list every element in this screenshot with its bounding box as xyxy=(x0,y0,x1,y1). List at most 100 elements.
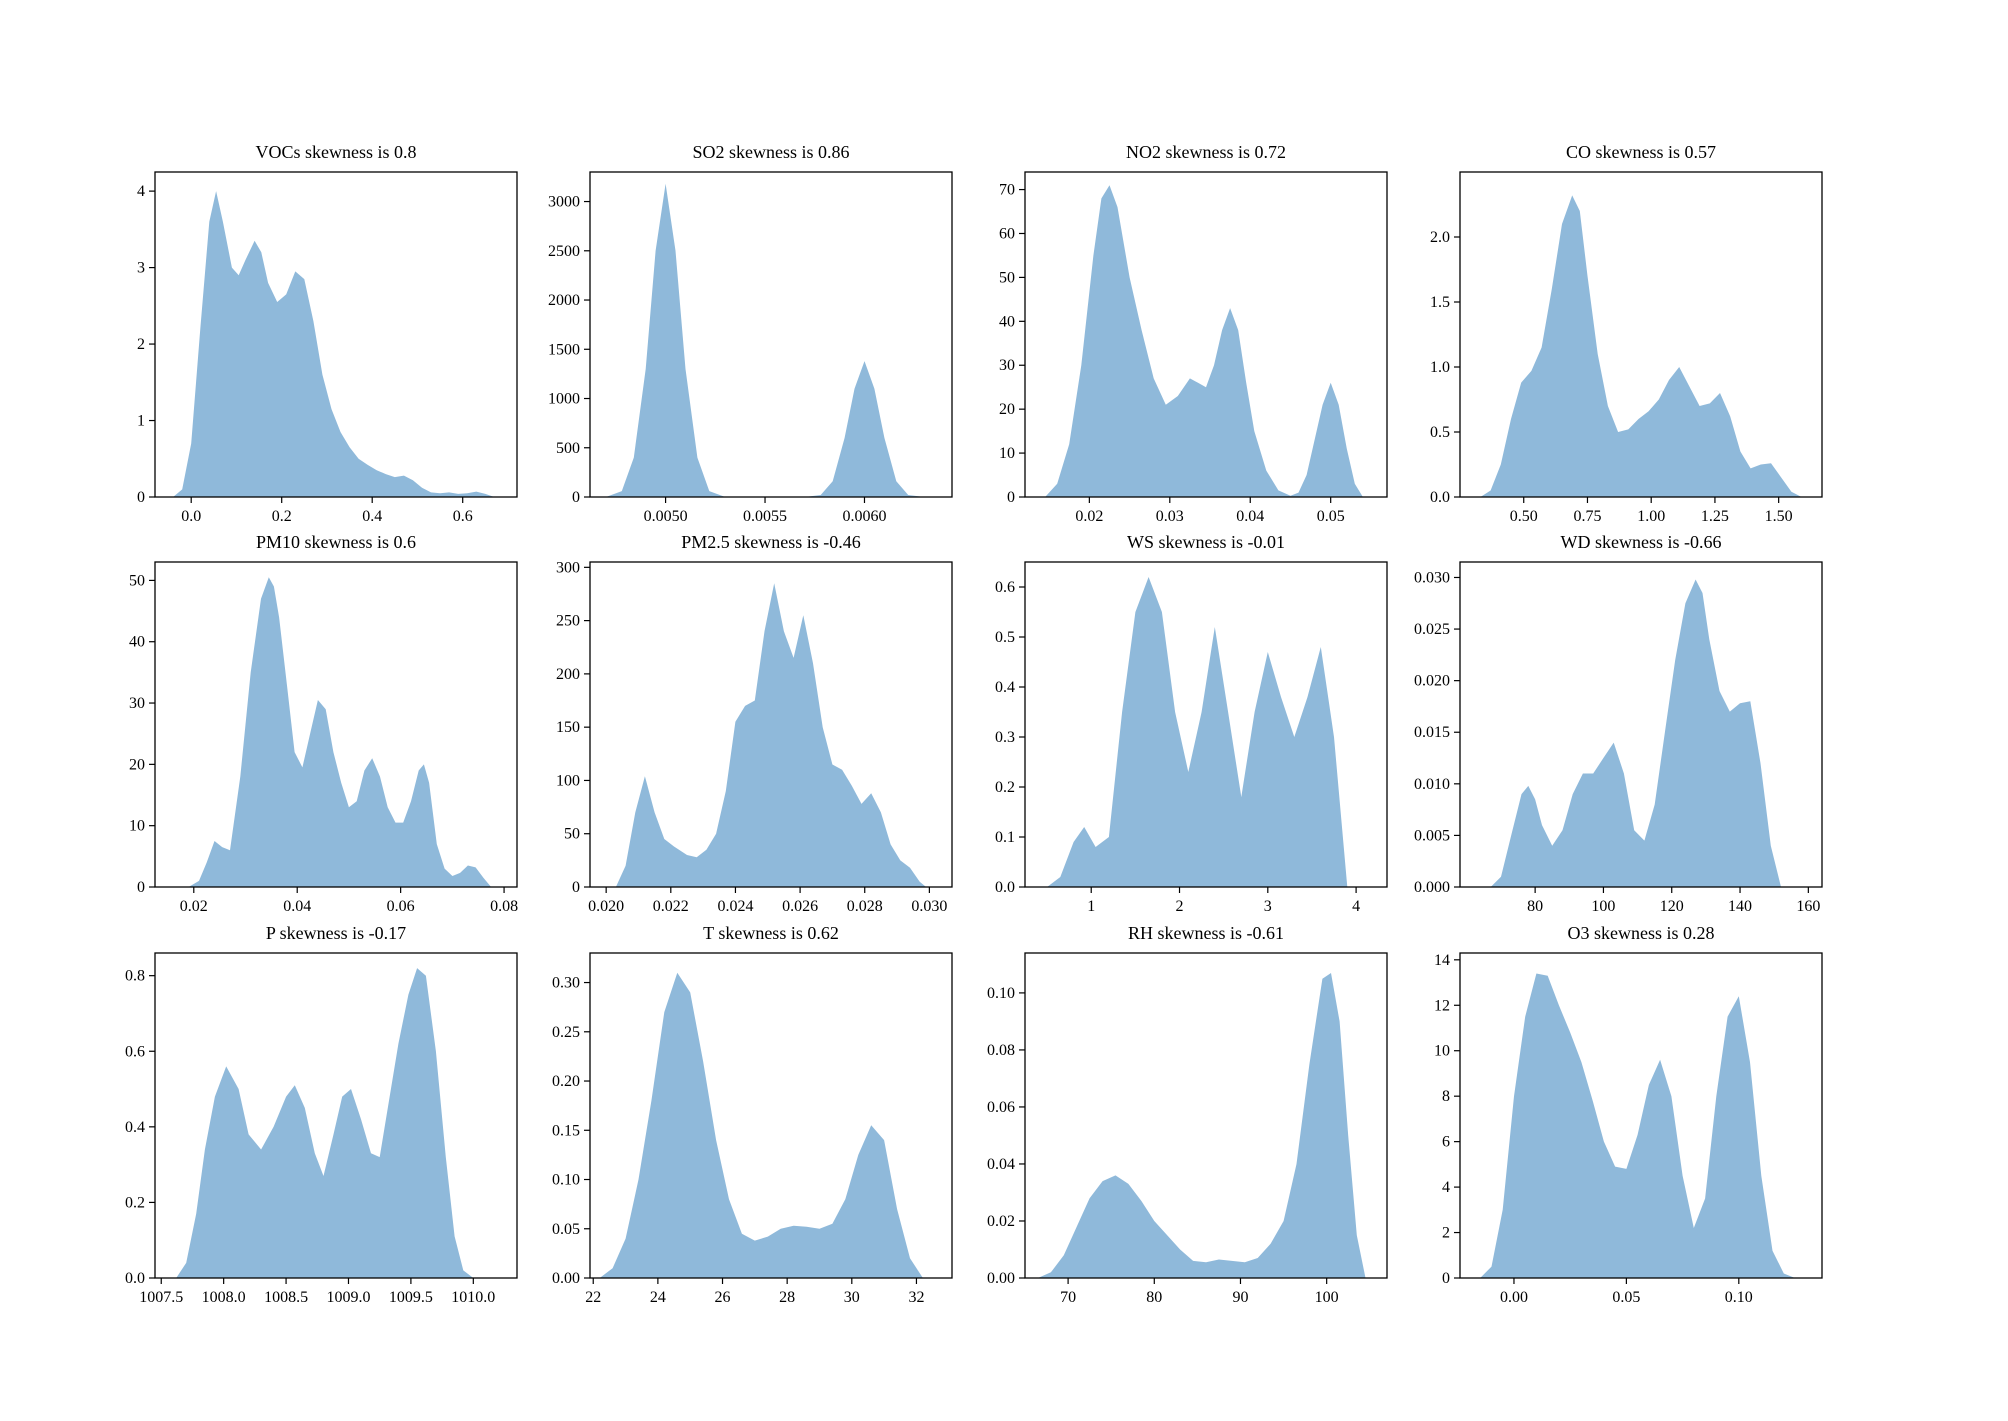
y-tick-label: 1.5 xyxy=(1430,294,1450,311)
x-tick-label: 80 xyxy=(1527,898,1543,915)
y-tick-label: 0.3 xyxy=(995,729,1015,746)
x-tick-label: 0.75 xyxy=(1573,508,1601,525)
y-tick-label: 30 xyxy=(999,357,1015,374)
x-tick-label: 0.05 xyxy=(1612,1289,1640,1306)
y-tick-label: 20 xyxy=(999,401,1015,418)
y-tick-label: 0.6 xyxy=(125,1043,145,1060)
y-tick-label: 0.05 xyxy=(552,1221,580,1238)
axes-frame xyxy=(154,952,518,1279)
y-tick-label: 2000 xyxy=(548,292,580,309)
x-tick-label: 0.0060 xyxy=(842,508,886,525)
x-tick-label: 1008.0 xyxy=(202,1289,246,1306)
panel-title: SO2 skewness is 0.86 xyxy=(692,142,849,162)
axes-frame xyxy=(1459,561,1823,888)
x-tick-label: 0.6 xyxy=(453,508,473,525)
y-tick-label: 0.000 xyxy=(1414,879,1450,896)
x-tick-label: 1009.0 xyxy=(326,1289,370,1306)
panel-5: PM10 skewness is 0.6 0.02 0.04 0.06 0.08 0 10 2… xyxy=(129,532,518,915)
y-tick-label: 0.8 xyxy=(125,968,145,985)
y-tick-label: 0 xyxy=(1007,489,1015,506)
panel-title: PM2.5 skewness is -0.46 xyxy=(681,532,861,552)
axes-frame xyxy=(1459,952,1823,1279)
panel-8: WD skewness is -0.66 80 100 120 140 160 0.000 0… xyxy=(1414,532,1823,915)
y-tick-label: 0.20 xyxy=(552,1073,580,1090)
x-tick-label: 0.05 xyxy=(1317,508,1345,525)
y-tick-label: 1000 xyxy=(548,391,580,408)
panel-9: P skewness is -0.17 1007.5 1008.0 1008.5 100… xyxy=(125,923,518,1306)
x-tick-label: 30 xyxy=(844,1289,860,1306)
x-tick-label: 0.50 xyxy=(1510,508,1538,525)
density-area xyxy=(1480,973,1795,1278)
y-tick-label: 1 xyxy=(137,413,145,430)
y-tick-label: 0.10 xyxy=(987,985,1015,1002)
density-area xyxy=(1037,973,1366,1278)
x-tick-label: 0.00 xyxy=(1500,1289,1528,1306)
x-tick-label: 4 xyxy=(1352,898,1360,915)
x-tick-label: 0.022 xyxy=(653,898,689,915)
x-tick-label: 120 xyxy=(1660,898,1684,915)
y-tick-label: 0.04 xyxy=(987,1156,1015,1173)
panel-title: PM10 skewness is 0.6 xyxy=(256,532,416,552)
y-tick-label: 0.0 xyxy=(995,879,1015,896)
y-tick-label: 500 xyxy=(556,440,580,457)
density-area xyxy=(188,577,492,887)
x-tick-label: 0.10 xyxy=(1725,1289,1753,1306)
y-tick-label: 1.0 xyxy=(1430,359,1450,376)
x-tick-label: 26 xyxy=(715,1289,731,1306)
x-tick-label: 90 xyxy=(1232,1289,1248,1306)
panel-6: PM2.5 skewness is -0.46 0.020 0.022 0.024 0.… xyxy=(556,532,953,915)
x-tick-label: 24 xyxy=(650,1289,666,1306)
x-tick-label: 3 xyxy=(1264,898,1272,915)
density-area xyxy=(1480,195,1802,497)
y-tick-label: 6 xyxy=(1442,1134,1450,1151)
y-tick-label: 60 xyxy=(999,225,1015,242)
x-tick-label: 0.024 xyxy=(717,898,753,915)
y-tick-label: 70 xyxy=(999,182,1015,199)
density-area xyxy=(173,191,495,497)
x-tick-label: 0.02 xyxy=(180,898,208,915)
y-tick-label: 0.08 xyxy=(987,1042,1015,1059)
panel-3: NO2 skewness is 0.72 0.02 0.03 0.04 0.05 0 10 2… xyxy=(999,142,1388,525)
y-tick-label: 0.5 xyxy=(995,629,1015,646)
y-tick-label: 0.030 xyxy=(1414,569,1450,586)
panel-11: RH skewness is -0.61 70 80 90 100 0.00 0.02 0.0… xyxy=(987,923,1388,1306)
y-tick-label: 10 xyxy=(999,445,1015,462)
y-tick-label: 0.02 xyxy=(987,1213,1015,1230)
x-tick-label: 2 xyxy=(1176,898,1184,915)
y-tick-label: 2 xyxy=(137,336,145,353)
panel-7: WS skewness is -0.01 1 2 3 4 0.0 0.1 0.2 0.3 0.4 0… xyxy=(995,532,1388,915)
y-tick-label: 0.00 xyxy=(987,1270,1015,1287)
x-tick-label: 0.03 xyxy=(1156,508,1184,525)
x-tick-label: 160 xyxy=(1796,898,1820,915)
y-tick-label: 4 xyxy=(137,183,145,200)
y-tick-label: 0 xyxy=(137,879,145,896)
y-tick-label: 40 xyxy=(129,634,145,651)
y-tick-label: 0 xyxy=(572,489,580,506)
y-tick-label: 0.15 xyxy=(552,1122,580,1139)
x-tick-label: 1 xyxy=(1087,898,1095,915)
y-tick-label: 0 xyxy=(572,879,580,896)
y-tick-label: 0 xyxy=(137,489,145,506)
x-tick-label: 32 xyxy=(908,1289,924,1306)
x-tick-label: 0.04 xyxy=(283,898,311,915)
y-tick-label: 0.0 xyxy=(1430,489,1450,506)
y-tick-label: 1500 xyxy=(548,341,580,358)
y-tick-label: 0.025 xyxy=(1414,621,1450,638)
y-tick-label: 20 xyxy=(129,756,145,773)
y-tick-label: 0.0 xyxy=(125,1270,145,1287)
y-tick-label: 0.010 xyxy=(1414,776,1450,793)
x-tick-label: 0.0 xyxy=(181,508,201,525)
x-tick-label: 100 xyxy=(1591,898,1615,915)
x-tick-label: 0.2 xyxy=(272,508,292,525)
x-tick-label: 0.020 xyxy=(588,898,624,915)
y-tick-label: 300 xyxy=(556,559,580,576)
x-tick-label: 0.0050 xyxy=(644,508,688,525)
x-tick-label: 0.026 xyxy=(782,898,818,915)
axes-frame xyxy=(154,561,518,888)
panel-title: CO skewness is 0.57 xyxy=(1566,142,1716,162)
x-tick-label: 1007.5 xyxy=(139,1289,183,1306)
y-tick-label: 12 xyxy=(1434,997,1450,1014)
panel-12: O3 skewness is 0.28 0.00 0.05 0.10 0 2 4 6 8 10 12… xyxy=(1434,923,1823,1306)
axes-frame xyxy=(1459,171,1823,498)
panel-4: CO skewness is 0.57 0.50 0.75 1.00 1.25 1.50 0… xyxy=(1430,142,1823,525)
